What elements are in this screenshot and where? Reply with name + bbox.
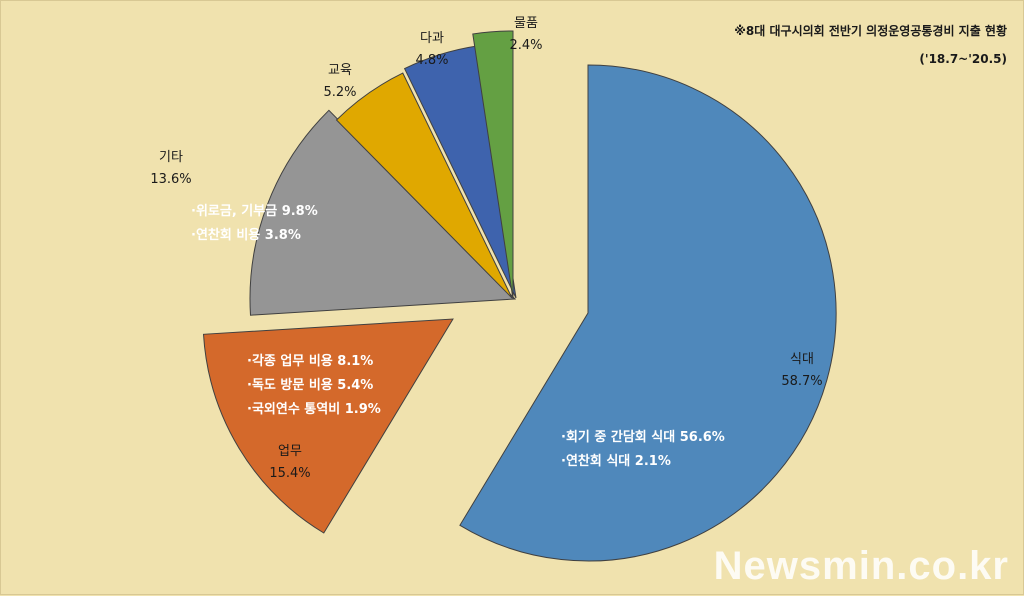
slice-detail: ·독도 방문 비용 5.4% xyxy=(247,377,373,393)
slice-label: 물품 xyxy=(514,16,538,31)
slice-label: 업무 xyxy=(278,444,302,459)
pie-slice-2 xyxy=(202,318,454,534)
slice-detail: ·회기 중 간담회 식대 56.6% xyxy=(561,429,725,445)
slice-percent: 13.6% xyxy=(150,172,191,187)
slice-label: 기타 xyxy=(159,150,183,165)
slice-label: 교육 xyxy=(328,63,352,78)
slice-label: 식대 xyxy=(790,352,814,367)
slice-detail: ·연찬회 비용 3.8% xyxy=(191,227,301,243)
slice-label: 다과 xyxy=(420,31,444,46)
pie-slice-4 xyxy=(335,72,513,299)
slice-percent: 58.7% xyxy=(781,374,822,389)
slice-detail: ·위로금, 기부금 9.8% xyxy=(191,204,318,219)
slice-percent: 15.4% xyxy=(269,466,310,481)
watermark: Newsmin.co.kr xyxy=(714,544,1009,588)
chart-subtitle: ('18.7~'20.5) xyxy=(919,52,1007,66)
pie-slice-3 xyxy=(249,109,517,316)
slice-detail: ·각종 업무 비용 8.1% xyxy=(247,353,373,369)
chart-title: ※8대 대구시의회 전반기 의정운영공통경비 지출 현황 xyxy=(734,23,1007,38)
slice-percent: 2.4% xyxy=(509,38,542,53)
slice-detail: ·국외연수 통역비 1.9% xyxy=(247,401,381,417)
slice-detail: ·연찬회 식대 2.1% xyxy=(561,453,671,469)
slice-percent: 5.2% xyxy=(323,85,356,100)
pie-slice-6 xyxy=(472,30,514,300)
slice-percent: 4.8% xyxy=(415,53,448,68)
pie-slice-1 xyxy=(459,64,837,562)
